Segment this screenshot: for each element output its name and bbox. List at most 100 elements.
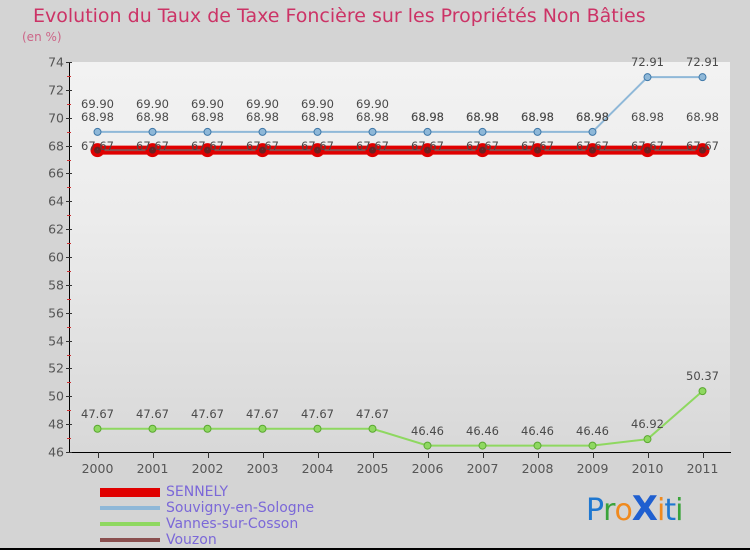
logo-letter: t [664, 493, 676, 528]
series-point [533, 441, 542, 450]
series-point [478, 127, 487, 136]
data-point-label: 47.67 [81, 406, 114, 421]
data-point-label: 47.67 [356, 406, 389, 421]
series-point [93, 424, 102, 433]
x-axis-tick-label: 2003 [246, 461, 279, 476]
series-point [148, 424, 157, 433]
legend-label: Souvigny-en-Sologne [166, 500, 315, 516]
y-axis-minor-tick [67, 326, 71, 328]
chart-unit-label: (en %) [22, 30, 62, 44]
logo-letter: o [614, 493, 632, 528]
x-axis-tick-label: 2008 [521, 461, 554, 476]
x-axis-line [69, 452, 731, 453]
page-title: Evolution du Taux de Taxe Foncière sur l… [33, 5, 646, 27]
y-axis-tick-label: 46 [48, 444, 64, 460]
y-axis-tick-label: 60 [48, 249, 64, 265]
series-point [204, 146, 211, 154]
x-axis-tick-label: 2007 [466, 461, 499, 476]
data-point-label: 67.67 [356, 139, 389, 154]
data-point-label: 68.98 [136, 109, 169, 124]
y-axis-tick-label: 62 [48, 221, 64, 237]
data-point-label: 69.90 [246, 97, 279, 112]
x-axis-tick [97, 452, 99, 458]
data-point-label: 68.98 [356, 109, 389, 124]
data-point-label: 69.90 [191, 97, 224, 112]
y-axis-tick-label: 52 [48, 360, 64, 376]
y-axis-tick-label: 74 [48, 54, 64, 70]
series-line [97, 76, 703, 133]
x-axis-tick-label: 2002 [191, 461, 224, 476]
y-axis-minor-tick [67, 75, 71, 77]
series-point [368, 424, 377, 433]
logo-letter: i [675, 493, 683, 528]
y-axis-tick [66, 229, 72, 231]
data-point-label: 67.67 [191, 139, 224, 154]
data-point-label: 67.67 [411, 139, 444, 154]
y-axis-tick-label: 50 [48, 388, 64, 404]
data-point-label: 67.67 [686, 139, 719, 154]
data-point-label: 50.37 [686, 369, 719, 384]
data-point-label: 46.92 [631, 417, 664, 432]
x-axis-tick [152, 452, 154, 458]
series-point [368, 127, 377, 136]
plot-area [70, 62, 730, 452]
legend-label: Vouzon [166, 532, 217, 548]
data-point-label: 68.98 [246, 109, 279, 124]
data-point-label: 67.67 [246, 139, 279, 154]
x-axis-tick-label: 2006 [411, 461, 444, 476]
data-point-label: 47.67 [136, 406, 169, 421]
series-point [479, 146, 486, 154]
y-axis-minor-tick [67, 243, 71, 245]
logo-letter: P [586, 493, 604, 528]
legend-color-swatch [100, 506, 160, 510]
data-point-label: 68.98 [521, 109, 554, 124]
series-point [588, 127, 597, 136]
legend-color-swatch [100, 522, 160, 526]
y-axis-tick [66, 145, 72, 147]
data-point-label: 69.90 [136, 97, 169, 112]
data-point-label: 47.67 [191, 406, 224, 421]
series-point [259, 146, 266, 154]
y-axis-tick-label: 66 [48, 165, 64, 181]
x-axis-tick [427, 452, 429, 458]
y-axis-tick [66, 340, 72, 342]
x-axis-tick-label: 2009 [576, 461, 609, 476]
data-point-label: 46.46 [576, 423, 609, 438]
series-point [644, 146, 651, 154]
data-point-label: 47.67 [301, 406, 334, 421]
y-axis-minor-tick [67, 159, 71, 161]
x-axis-tick [592, 452, 594, 458]
series-point [93, 127, 102, 136]
legend-item-souvigny-en-sologne[interactable]: Souvigny-en-Sologne [100, 500, 314, 516]
x-axis-tick [372, 452, 374, 458]
x-axis-tick [317, 452, 319, 458]
legend-item-vannes-sur-cosson[interactable]: Vannes-sur-Cosson [100, 516, 314, 532]
series-line [97, 390, 704, 447]
x-axis-tick [262, 452, 264, 458]
y-axis-tick-label: 64 [48, 193, 64, 209]
series-point [533, 127, 542, 136]
data-point-label: 67.67 [631, 139, 664, 154]
logo-letter: r [603, 493, 615, 528]
y-axis-minor-tick [67, 298, 71, 300]
x-axis-tick-label: 2010 [631, 461, 664, 476]
data-point-label: 68.98 [576, 109, 609, 124]
data-point-label: 72.91 [631, 55, 664, 70]
y-axis-tick [66, 368, 72, 370]
legend-label: SENNELY [166, 484, 229, 500]
series-point [643, 73, 652, 82]
series-point [258, 127, 267, 136]
series-point [314, 146, 321, 154]
legend-item-sennely[interactable]: SENNELY [100, 484, 314, 500]
data-point-label: 68.98 [411, 109, 444, 124]
y-axis-tick-label: 58 [48, 277, 64, 293]
y-axis-tick [66, 117, 72, 119]
series-point [478, 441, 487, 450]
y-axis-minor-tick [67, 187, 71, 189]
series-point [313, 424, 322, 433]
legend-item-vouzon[interactable]: Vouzon [100, 532, 314, 548]
data-point-label: 67.67 [576, 139, 609, 154]
y-axis-minor-tick [67, 131, 71, 133]
proxiti-logo: ProXiti [586, 489, 684, 529]
